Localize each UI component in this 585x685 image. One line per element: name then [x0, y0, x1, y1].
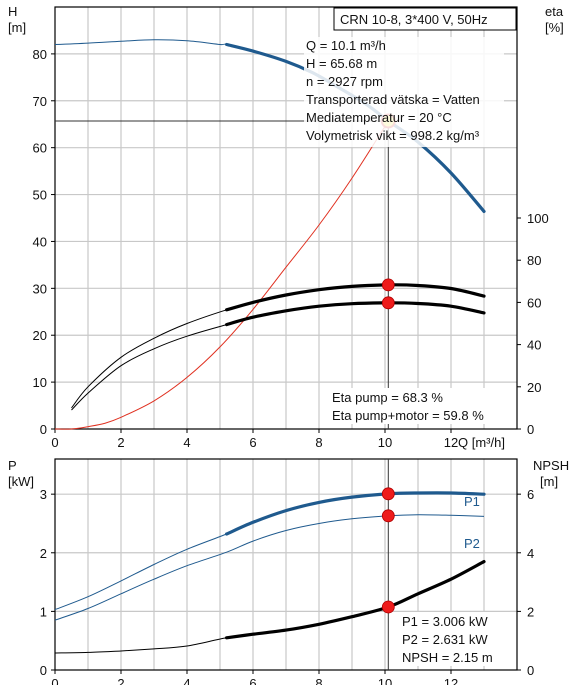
y-right-tick-label: 4 — [527, 546, 534, 561]
y-left-tick-label: 2 — [40, 546, 47, 561]
y-right-tick-label: 100 — [527, 211, 549, 226]
y-right-label-line2: [%] — [545, 20, 564, 35]
operating-point-marker — [381, 278, 395, 292]
power-line: P1 = 3.006 kW — [402, 614, 488, 629]
series-line-operating-range-2 — [225, 560, 486, 640]
plot-frame — [54, 458, 518, 671]
x-tick-label: 0 — [51, 435, 58, 450]
info-line: H = 65.68 m — [306, 56, 377, 71]
info-line: Q = 10.1 m³/h — [306, 38, 386, 53]
y-right-tick-label: 0 — [527, 663, 534, 678]
x-tick-label: 4 — [183, 676, 190, 685]
series-line-1 — [54, 514, 485, 621]
y-left-tick-label: 1 — [40, 604, 47, 619]
y-left-tick-label: 30 — [33, 281, 47, 296]
series-line-1 — [54, 120, 389, 430]
chart-title: CRN 10-8, 3*400 V, 50Hz — [340, 12, 488, 27]
y-left-label-line2: [m] — [8, 20, 26, 35]
info-line: Mediatemperatur = 20 °C — [306, 110, 452, 125]
operating-point-marker — [381, 296, 395, 310]
info-line: n = 2927 rpm — [306, 74, 383, 89]
x-tick-label: 8 — [315, 435, 322, 450]
operating-point-marker — [381, 600, 395, 614]
x-tick-label: 2 — [117, 435, 124, 450]
info-line: Volymetrisk vikt = 998.2 kg/m³ — [306, 128, 480, 143]
power-line: NPSH = 2.15 m — [402, 650, 493, 665]
y-right-tick-label: 20 — [527, 380, 541, 395]
y-right-tick-label: 0 — [527, 422, 534, 437]
series-line-operating-range-0 — [225, 491, 486, 536]
y-left-tick-label: 60 — [33, 141, 47, 156]
info-line: Transporterad vätska = Vatten — [306, 92, 480, 107]
x-tick-label: 12 — [444, 676, 458, 685]
y-right-label-line2: [m] — [540, 474, 558, 489]
x-tick-label: 10 — [378, 676, 392, 685]
y-left-tick-label: 80 — [33, 47, 47, 62]
y-left-tick-label: 40 — [33, 234, 47, 249]
y-left-tick-label: 0 — [40, 422, 47, 437]
y-right-tick-label: 60 — [527, 295, 541, 310]
operating-point-marker — [381, 487, 395, 501]
y-left-tick-label: 3 — [40, 487, 47, 502]
y-left-label-line1: H — [8, 4, 17, 19]
y-left-tick-label: 20 — [33, 328, 47, 343]
y-right-tick-label: 40 — [527, 338, 541, 353]
series-label-p2: P2 — [464, 536, 480, 551]
y-left-label-line2: [kW] — [8, 474, 34, 489]
duty-point-info: Q = 10.1 m³/h H = 65.68 m n = 2927 rpm T… — [304, 37, 504, 147]
x-tick-label: 10 — [378, 435, 392, 450]
chart-title-box — [333, 7, 517, 31]
x-tick-label: 8 — [315, 676, 322, 685]
x-tick-label: 4 — [183, 435, 190, 450]
x-tick-label: 0 — [51, 676, 58, 685]
head-efficiency-chart: 0 2 4 6 8 10 12 0 10 20 30 40 50 60 70 80 0 20 40 60 80 100 H… — [8, 4, 564, 450]
efficiency-info: Eta pump = 68.3 % Eta pump+motor = 59.8 … — [330, 388, 512, 424]
x-axis-label: Q [m³/h] — [458, 435, 505, 450]
y-left-label-line1: P — [8, 458, 17, 473]
y-left-tick-label: 0 — [40, 663, 47, 678]
x-tick-label: 6 — [249, 676, 256, 685]
power-line: P2 = 2.631 kW — [402, 632, 488, 647]
series-line-operating-range-2 — [225, 283, 486, 312]
y-right-tick-label: 6 — [527, 487, 534, 502]
y-left-tick-label: 50 — [33, 188, 47, 203]
x-tick-label: 2 — [117, 676, 124, 685]
series-line-operating-range-3 — [225, 301, 486, 327]
y-right-label-line1: eta — [545, 4, 564, 19]
y-right-tick-label: 2 — [527, 604, 534, 619]
series-label-p1: P1 — [464, 494, 480, 509]
y-left-tick-label: 70 — [33, 94, 47, 109]
x-tick-label: 12 — [444, 435, 458, 450]
y-left-tick-label: 10 — [33, 375, 47, 390]
y-right-tick-label: 80 — [527, 253, 541, 268]
y-right-label-line1: NPSH — [533, 458, 569, 473]
operating-point-marker — [381, 509, 395, 523]
power-info: P1 = 3.006 kW P2 = 2.631 kW NPSH = 2.15 … — [400, 612, 512, 666]
eta-line: Eta pump+motor = 59.8 % — [332, 408, 484, 423]
x-tick-label: 6 — [249, 435, 256, 450]
eta-line: Eta pump = 68.3 % — [332, 390, 443, 405]
